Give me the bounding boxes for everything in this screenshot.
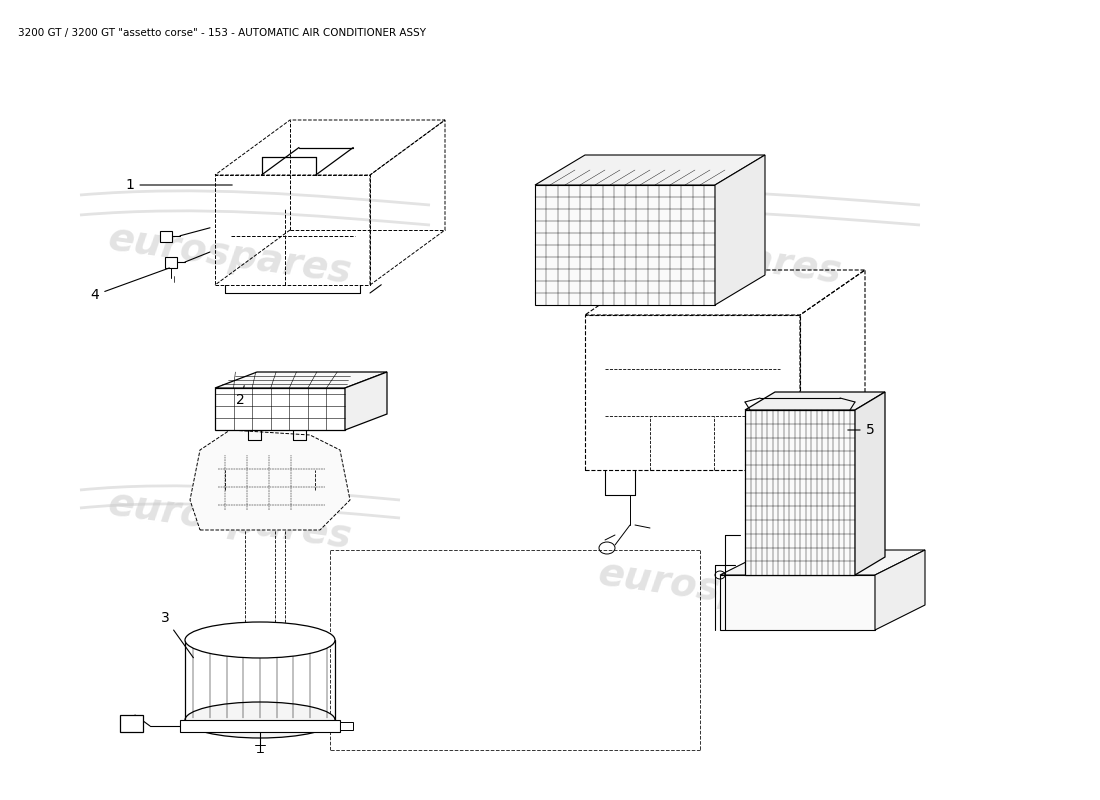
Polygon shape (745, 392, 886, 410)
Polygon shape (720, 550, 925, 575)
Polygon shape (190, 430, 350, 530)
Polygon shape (720, 575, 874, 630)
Ellipse shape (185, 702, 336, 738)
Polygon shape (120, 715, 143, 732)
Text: 1: 1 (125, 178, 232, 192)
Text: 2: 2 (235, 386, 244, 407)
Text: eurospares: eurospares (596, 554, 845, 626)
Polygon shape (745, 410, 855, 575)
Text: 3200 GT / 3200 GT "assetto corse" - 153 - AUTOMATIC AIR CONDITIONER ASSY: 3200 GT / 3200 GT "assetto corse" - 153 … (18, 28, 426, 38)
Text: 3: 3 (161, 611, 194, 658)
Polygon shape (160, 230, 172, 242)
Text: eurospares: eurospares (106, 484, 354, 556)
Text: eurospares: eurospares (106, 219, 354, 291)
Text: 5: 5 (848, 423, 874, 437)
Text: 4: 4 (90, 268, 169, 302)
Polygon shape (715, 155, 764, 305)
Polygon shape (214, 372, 387, 388)
Polygon shape (214, 388, 345, 430)
Ellipse shape (185, 622, 336, 658)
Text: eurospares: eurospares (596, 219, 845, 291)
Polygon shape (340, 722, 353, 730)
Polygon shape (345, 372, 387, 430)
Polygon shape (535, 185, 715, 305)
Polygon shape (180, 720, 340, 732)
Polygon shape (874, 550, 925, 630)
Polygon shape (535, 155, 764, 185)
Polygon shape (165, 257, 177, 268)
Polygon shape (855, 392, 886, 575)
